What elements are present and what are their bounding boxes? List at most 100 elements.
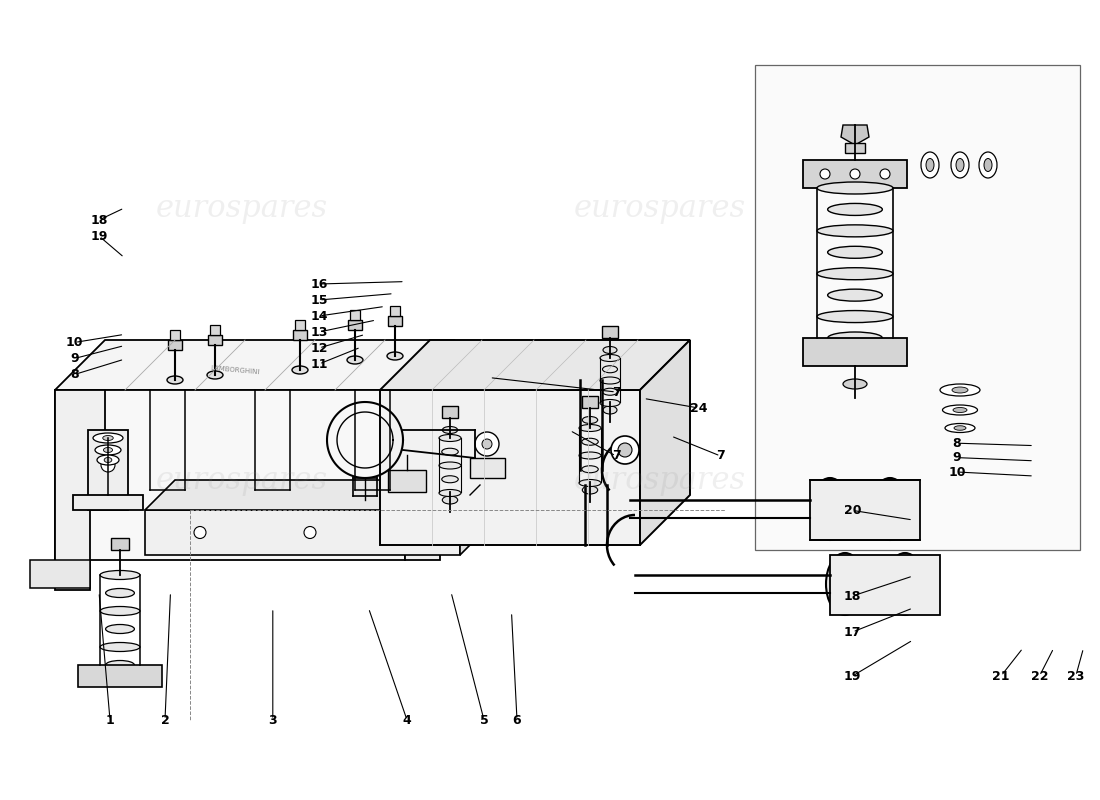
Ellipse shape (97, 455, 119, 465)
Text: 9: 9 (70, 352, 79, 365)
Ellipse shape (817, 225, 893, 237)
Ellipse shape (603, 406, 617, 414)
Ellipse shape (104, 458, 112, 462)
Ellipse shape (100, 642, 140, 651)
Ellipse shape (811, 478, 849, 540)
Text: 16: 16 (310, 278, 328, 290)
Ellipse shape (167, 376, 183, 384)
Polygon shape (73, 495, 143, 510)
Ellipse shape (878, 486, 902, 532)
Polygon shape (145, 510, 460, 555)
Ellipse shape (940, 384, 980, 396)
Ellipse shape (826, 553, 864, 615)
Text: 5: 5 (480, 714, 488, 726)
Ellipse shape (954, 426, 966, 430)
Ellipse shape (442, 426, 458, 434)
Bar (845, 143, 865, 153)
Bar (388, 470, 426, 492)
Bar (30, 560, 90, 588)
Circle shape (101, 458, 116, 472)
Text: eurospares: eurospares (574, 193, 746, 223)
Polygon shape (55, 390, 104, 590)
Ellipse shape (600, 399, 620, 406)
Ellipse shape (953, 407, 967, 413)
Circle shape (194, 526, 206, 538)
Ellipse shape (106, 661, 134, 670)
Polygon shape (78, 665, 162, 687)
Text: 14: 14 (310, 310, 328, 322)
Bar (602, 326, 618, 338)
Ellipse shape (95, 445, 121, 455)
Circle shape (618, 443, 632, 457)
Ellipse shape (439, 462, 461, 469)
Circle shape (394, 526, 406, 538)
Ellipse shape (579, 452, 601, 459)
Text: 6: 6 (513, 714, 521, 726)
Bar (293, 330, 307, 340)
Ellipse shape (292, 366, 308, 374)
Text: 18: 18 (90, 214, 108, 226)
Text: 24: 24 (690, 402, 707, 414)
Circle shape (475, 432, 499, 456)
Text: 2: 2 (161, 714, 169, 726)
Text: 20: 20 (844, 504, 861, 517)
Ellipse shape (952, 387, 968, 393)
Ellipse shape (871, 478, 909, 540)
Polygon shape (803, 338, 908, 366)
Text: 10: 10 (948, 466, 966, 478)
Bar (755, 65, 1080, 550)
Ellipse shape (945, 423, 975, 433)
Bar (830, 555, 940, 615)
Polygon shape (145, 480, 490, 510)
Text: 18: 18 (844, 590, 861, 602)
Ellipse shape (94, 433, 123, 443)
Ellipse shape (100, 606, 140, 615)
Bar (350, 310, 360, 320)
Bar (168, 340, 182, 350)
Ellipse shape (603, 346, 617, 354)
Ellipse shape (579, 479, 601, 486)
Ellipse shape (100, 570, 140, 579)
Text: 19: 19 (90, 230, 108, 242)
Ellipse shape (817, 268, 893, 280)
Ellipse shape (833, 561, 857, 607)
Bar (442, 406, 458, 418)
Ellipse shape (943, 405, 978, 415)
Ellipse shape (582, 466, 598, 473)
Ellipse shape (984, 158, 992, 171)
Text: 7: 7 (716, 450, 725, 462)
Ellipse shape (956, 158, 964, 171)
Ellipse shape (439, 434, 461, 442)
Text: 9: 9 (953, 451, 961, 464)
Polygon shape (55, 390, 405, 560)
Bar (111, 538, 129, 550)
Text: eurospares: eurospares (574, 465, 746, 495)
Ellipse shape (827, 203, 882, 215)
Ellipse shape (827, 289, 882, 301)
Text: 8: 8 (70, 368, 79, 381)
Text: eurospares: eurospares (156, 465, 328, 495)
Ellipse shape (387, 352, 403, 360)
Circle shape (610, 436, 639, 464)
Circle shape (482, 439, 492, 449)
Bar (348, 320, 362, 330)
Text: 17: 17 (844, 626, 861, 638)
Ellipse shape (582, 486, 597, 494)
Polygon shape (842, 125, 869, 145)
Ellipse shape (603, 366, 617, 373)
Ellipse shape (893, 561, 917, 607)
Ellipse shape (207, 371, 223, 379)
Ellipse shape (979, 152, 997, 178)
Bar (210, 325, 220, 335)
Polygon shape (55, 340, 455, 390)
Ellipse shape (921, 152, 939, 178)
Polygon shape (379, 340, 690, 390)
Ellipse shape (886, 553, 924, 615)
Ellipse shape (346, 356, 363, 364)
Bar (390, 306, 400, 316)
Text: eurospares: eurospares (156, 193, 328, 223)
Ellipse shape (843, 379, 867, 389)
Text: 12: 12 (310, 342, 328, 354)
Bar (295, 320, 305, 330)
Circle shape (820, 169, 830, 179)
